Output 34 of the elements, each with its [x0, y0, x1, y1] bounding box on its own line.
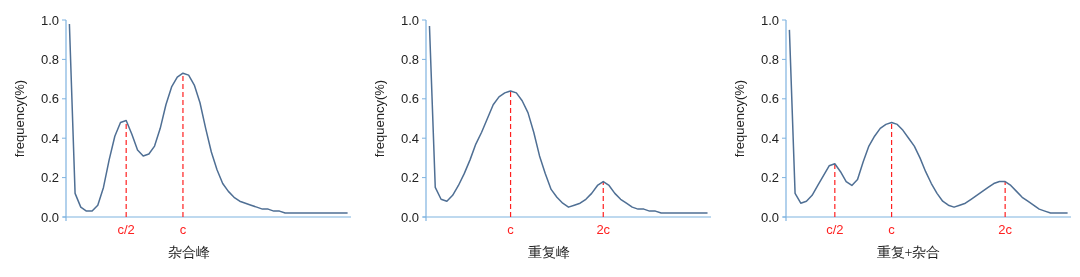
x-tick-label: c/2: [117, 222, 135, 237]
x-tick-label: c: [888, 222, 896, 237]
y-tick-label: 0.6: [40, 91, 59, 107]
y-tick-label: 0.0: [40, 209, 59, 225]
x-tick-label: c: [179, 222, 187, 237]
y-tick-label: 0.2: [40, 170, 59, 186]
y-tick-label: 0.6: [760, 91, 779, 107]
line-series: [428, 25, 709, 214]
y-tick-label: 0.0: [760, 209, 779, 225]
x-tick-label: c/2: [826, 222, 844, 237]
y-tick-label: 0.4: [40, 130, 59, 146]
line-series: [788, 29, 1069, 214]
y-tick-label: 0.6: [400, 91, 419, 107]
x-axis-title: 杂合峰: [167, 245, 210, 260]
y-tick-label: 0.4: [400, 130, 419, 146]
y-axis-title: frequency(%): [732, 79, 747, 158]
y-tick-label: 0.8: [400, 51, 419, 67]
y-tick-label: 1.0: [400, 12, 419, 28]
y-tick-label: 0.8: [40, 51, 59, 67]
line-series: [68, 23, 349, 214]
y-tick-label: 0.2: [400, 170, 419, 186]
y-tick-label: 1.0: [760, 12, 779, 28]
y-tick-label: 0.4: [760, 130, 779, 146]
x-tick-label: 2c: [998, 222, 1013, 237]
y-tick-label: 0.8: [760, 51, 779, 67]
x-axis-title: 重复峰: [527, 245, 570, 260]
y-axis-title: frequency(%): [12, 79, 27, 158]
y-tick-label: 1.0: [40, 12, 59, 28]
x-tick-label: 2c: [596, 222, 611, 237]
y-axis-title: frequency(%): [372, 79, 387, 158]
y-tick-label: 0.0: [400, 209, 419, 225]
y-tick-label: 0.2: [760, 170, 779, 186]
x-tick-label: c: [507, 222, 515, 237]
x-axis-title: 重复+杂合: [876, 245, 941, 260]
